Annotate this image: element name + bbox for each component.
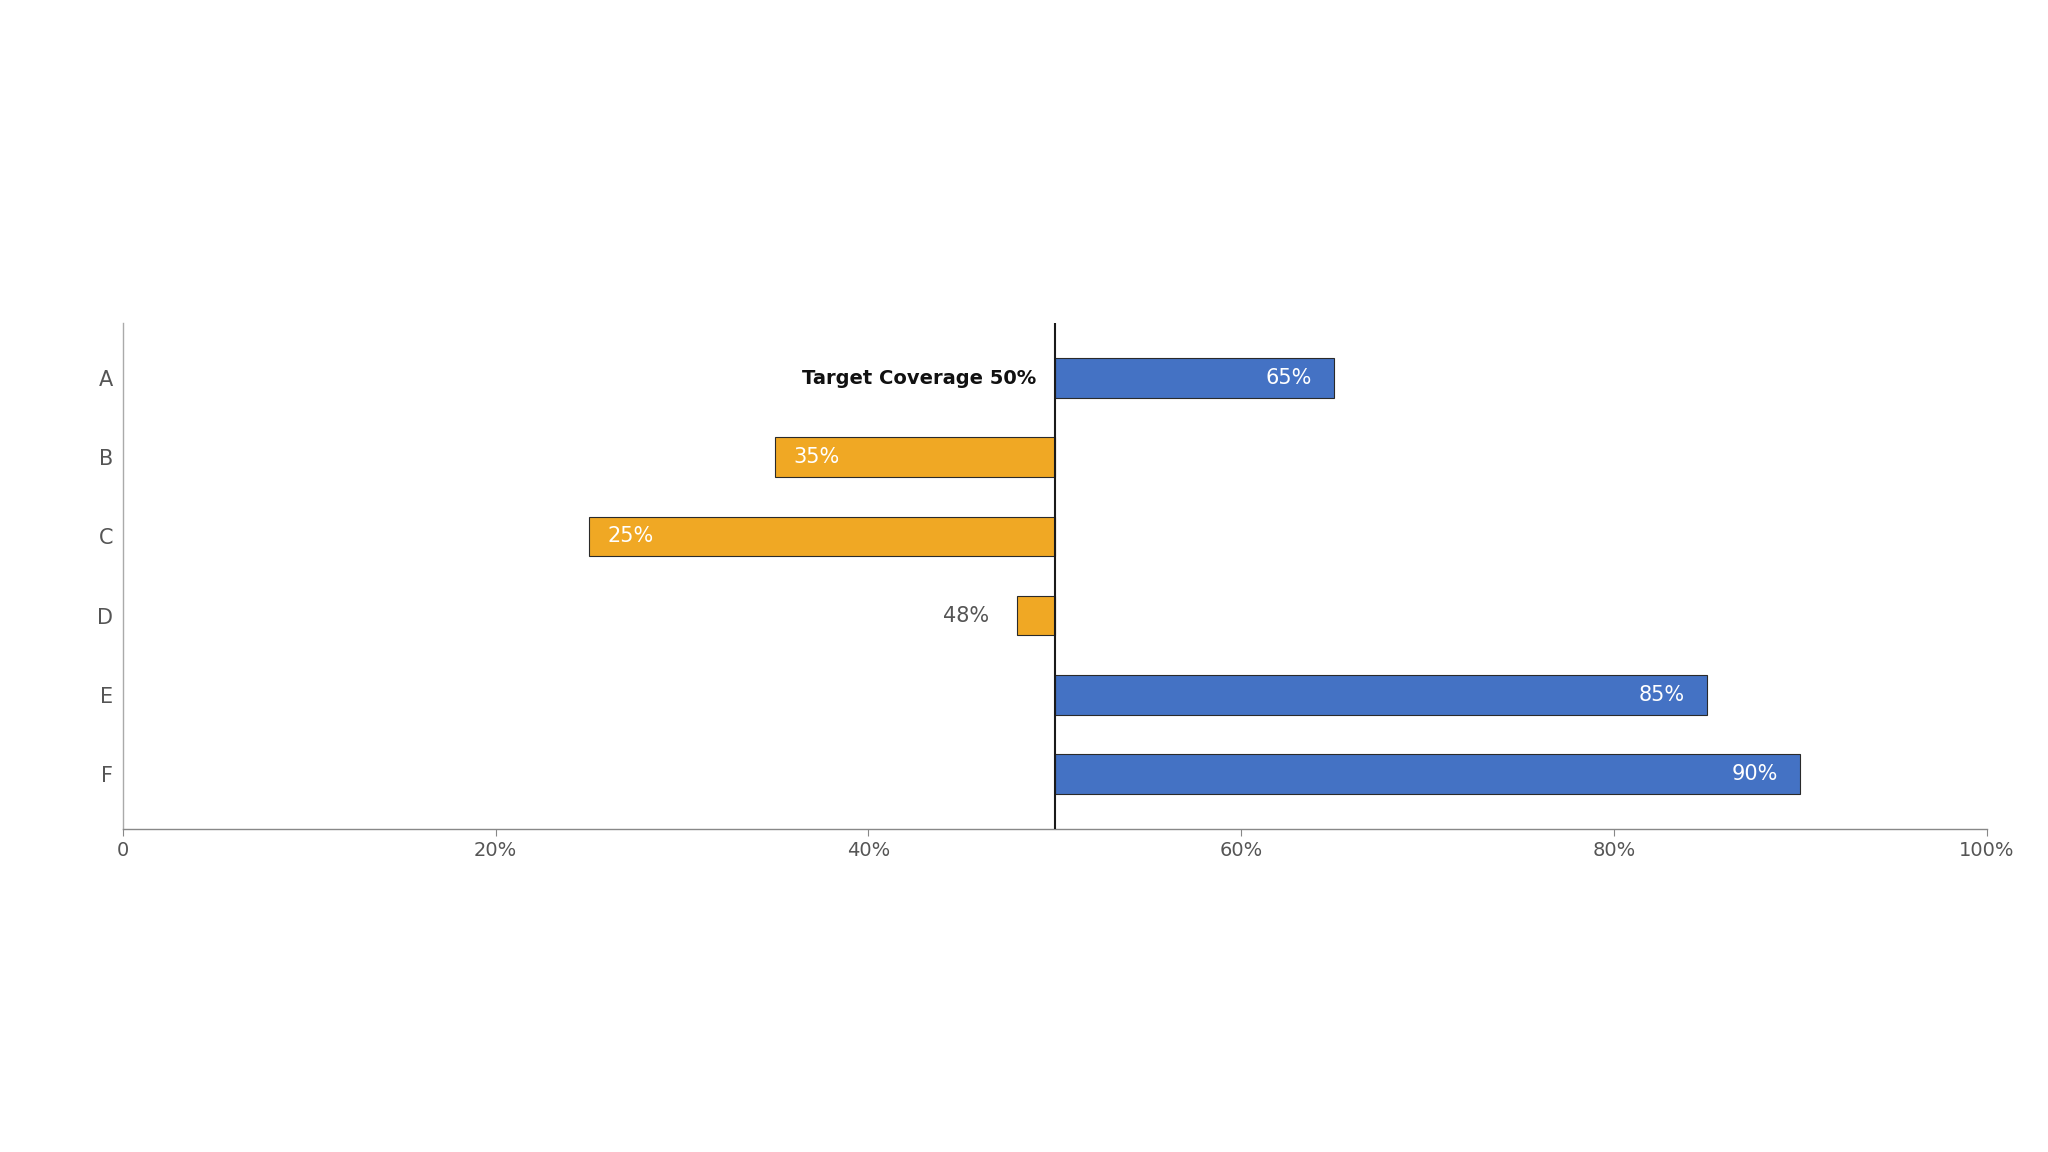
Text: 35%: 35% xyxy=(795,447,840,468)
Text: 65%: 65% xyxy=(1266,367,1313,388)
Bar xyxy=(590,516,1055,556)
Text: Target Coverage 50%: Target Coverage 50% xyxy=(803,369,1036,387)
Text: 25%: 25% xyxy=(608,526,653,546)
Text: 90%: 90% xyxy=(1731,764,1778,785)
Bar xyxy=(1018,596,1055,636)
Text: 85%: 85% xyxy=(1638,684,1686,705)
Bar xyxy=(1055,755,1800,794)
Text: 48%: 48% xyxy=(944,606,989,626)
Bar xyxy=(774,438,1055,477)
Bar xyxy=(1055,675,1706,714)
Bar xyxy=(1055,358,1335,397)
